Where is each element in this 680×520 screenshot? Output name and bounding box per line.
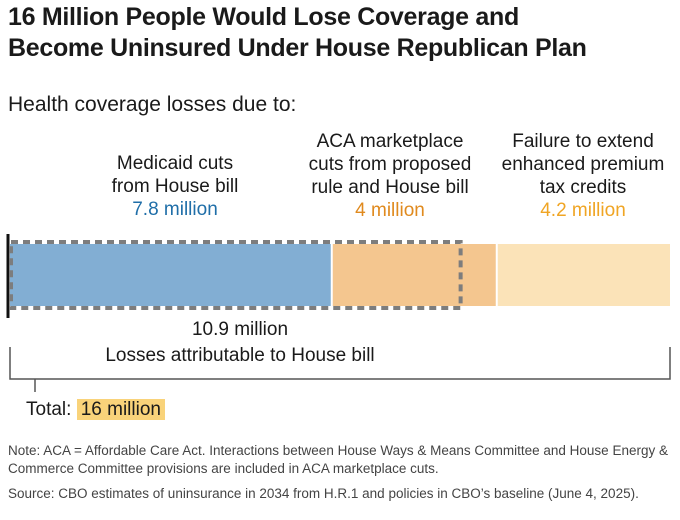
source-text: Source: CBO estimates of uninsurance in … [8, 485, 672, 503]
stacked-bar-chart [0, 0, 680, 400]
bar-segment-3 [497, 244, 670, 306]
total-prefix: Total: [26, 399, 71, 420]
total-value: 16 million [77, 399, 165, 420]
note-text: Note: ACA = Affordable Care Act. Interac… [8, 442, 672, 478]
total: Total: 16 million [26, 397, 165, 423]
bar-segment-1 [10, 244, 332, 306]
bar-segment-2 [332, 244, 497, 306]
total-bracket [10, 347, 670, 379]
